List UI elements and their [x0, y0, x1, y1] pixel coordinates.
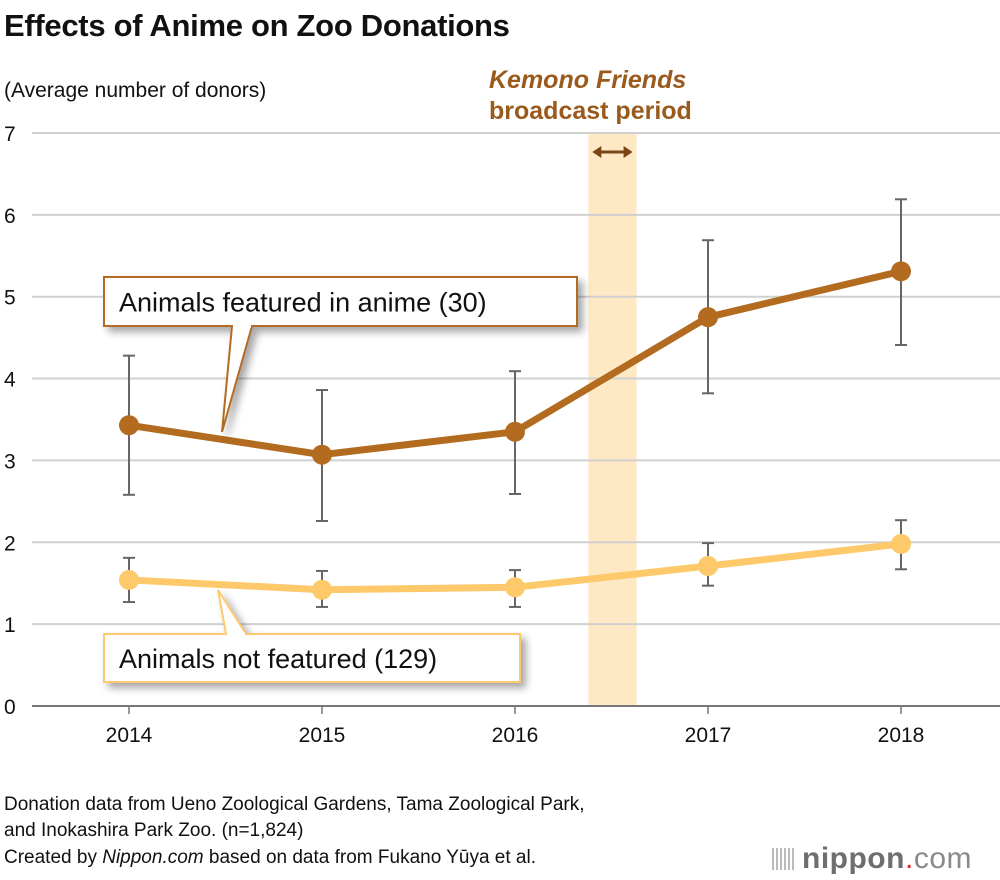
y-tick-label: 0 [4, 696, 16, 719]
data-point [119, 415, 139, 436]
legend-callout-1 [103, 589, 521, 683]
x-tick-label: 2015 [299, 724, 346, 747]
chart-title: Effects of Anime on Zoo Donations [4, 8, 510, 43]
data-point [698, 307, 718, 328]
data-point [891, 261, 911, 282]
nippon-logo: nippon.com [772, 842, 972, 876]
data-point [505, 421, 525, 442]
footer-source-1: Donation data from Ueno Zoological Garde… [4, 794, 585, 815]
callout-box [103, 276, 578, 327]
data-point [312, 579, 332, 600]
callout-pointer [217, 589, 247, 635]
credit-prefix: Created by [4, 847, 103, 868]
data-point [505, 577, 525, 598]
footer-credit: Created by Nippon.com based on data from… [4, 847, 536, 869]
broadcast-band [588, 133, 637, 706]
annotation-title: Kemono Friends [489, 66, 687, 94]
data-point [698, 556, 718, 577]
series-featured [119, 198, 911, 522]
x-tick-label: 2014 [106, 724, 153, 747]
x-tick-label: 2016 [492, 724, 539, 747]
legend-label: Animals featured in anime (30) [119, 288, 487, 318]
logo-dot: . [904, 842, 914, 875]
data-point [312, 444, 332, 465]
y-tick-label: 1 [4, 614, 16, 637]
data-point [119, 569, 139, 590]
x-tick-label: 2018 [878, 724, 925, 747]
legend-callout-0 [103, 276, 578, 433]
callout-box [103, 633, 521, 683]
credit-site: Nippon.com [102, 847, 204, 868]
logo-bars-icon [772, 848, 794, 870]
annotation-subtitle: broadcast period [489, 97, 692, 125]
y-axis-label: (Average number of donors) [4, 79, 267, 102]
y-tick-label: 4 [4, 369, 16, 392]
broadcast-annotation: Kemono Friends broadcast period [489, 65, 692, 127]
legend-label: Animals not featured (129) [119, 644, 437, 674]
logo-suffix: com [913, 842, 972, 875]
footer-source-2: and Inokashira Park Zoo. (n=1,824) [4, 820, 304, 841]
y-tick-label: 2 [4, 532, 16, 555]
x-tick-label: 2017 [685, 724, 732, 747]
callout-pointer [221, 325, 253, 433]
y-tick-label: 7 [4, 123, 16, 146]
y-tick-label: 3 [4, 450, 16, 473]
credit-suffix: based on data from Fukano Yūya et al. [203, 847, 536, 868]
series-not-featured [119, 519, 911, 608]
data-point [891, 533, 911, 554]
y-tick-label: 5 [4, 287, 16, 310]
arrowhead-icon [592, 146, 633, 158]
y-tick-label: 6 [4, 205, 16, 228]
logo-text: nippon [802, 842, 905, 875]
